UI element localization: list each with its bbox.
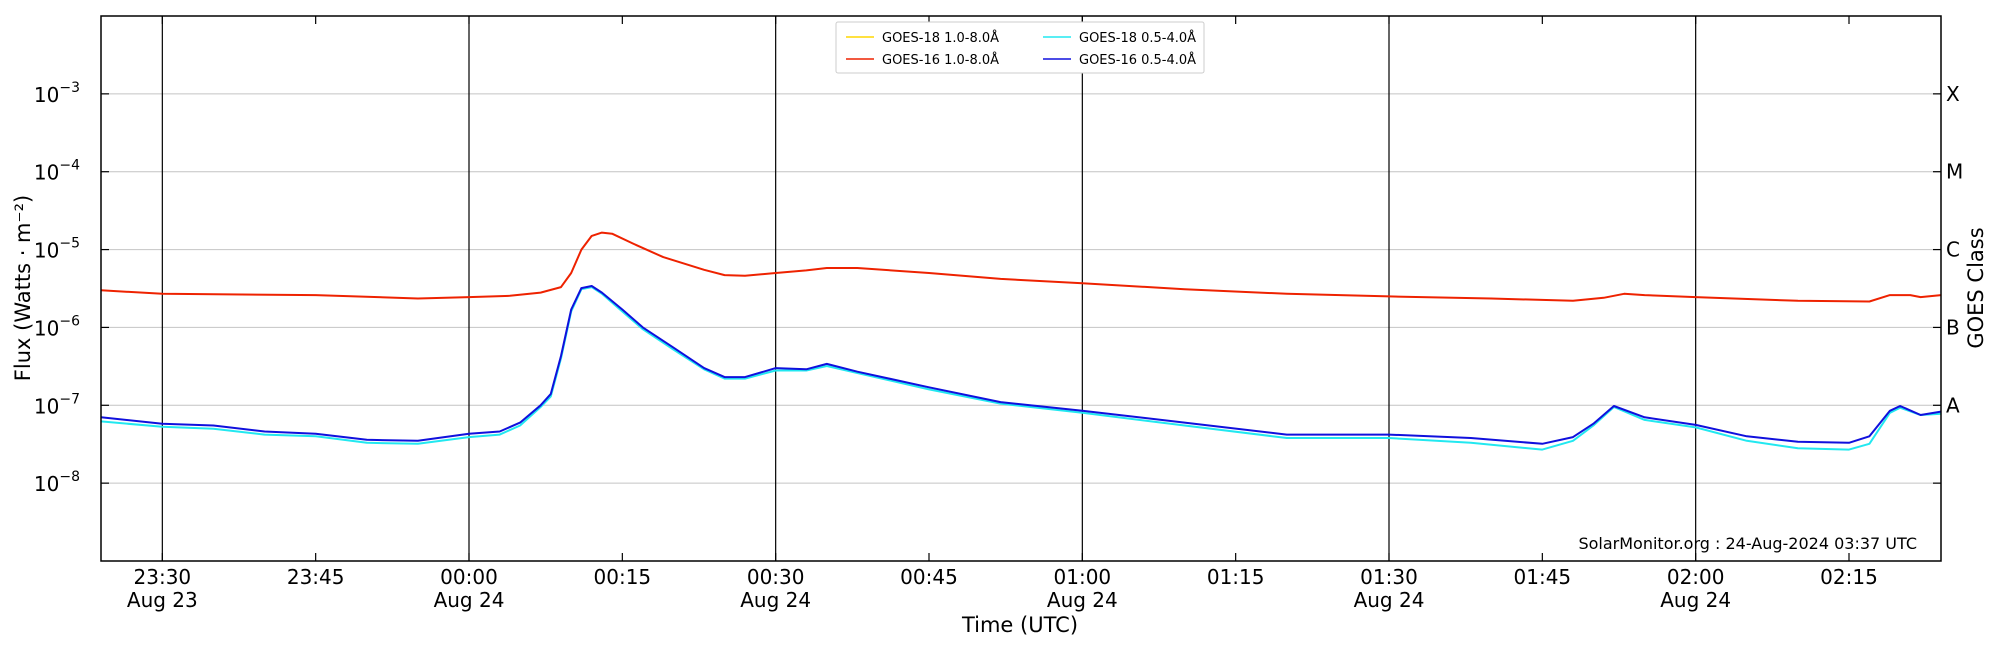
day-marker-lines (161, 16, 1697, 561)
legend: GOES-18 1.0-8.0Å GOES-16 1.0-8.0Å GOES-18 … (835, 21, 1205, 74)
x-tick-label: 01:45 (1514, 565, 1572, 589)
goes-class-labels: A B C M X (1946, 82, 1963, 417)
y-tick-label: 10−5 (34, 236, 80, 263)
right-axis-title: GOES Class (1964, 227, 1988, 348)
legend-box (835, 21, 1205, 74)
x-tick-sublabel: Aug 24 (1354, 588, 1425, 612)
credit-text: SolarMonitor.org : 24-Aug-2024 03:37 UTC (1578, 534, 1917, 553)
series-lines (100, 231, 1942, 451)
x-tick-label: 23:45 (287, 565, 345, 589)
goes-class-label: A (1946, 393, 1960, 417)
plot-frame (100, 15, 1942, 562)
x-tick-label: 23:30 (134, 565, 192, 589)
legend-label: GOES-18 0.5-4.0Å (1079, 30, 1196, 46)
x-tick-label: 00:00 (440, 565, 498, 589)
x-tick-label: 00:15 (594, 565, 652, 589)
x-tick-sublabel: Aug 24 (434, 588, 505, 612)
goes-class-label: X (1946, 82, 1960, 106)
goes-class-label: B (1946, 315, 1960, 339)
y-axis-title: Flux (Watts · m⁻²) (11, 195, 35, 381)
legend-label: GOES-16 0.5-4.0Å (1079, 52, 1196, 68)
x-tick-label: 00:45 (900, 565, 958, 589)
x-tick-label: 00:30 (747, 565, 805, 589)
legend-label: GOES-16 1.0-8.0Å (882, 52, 999, 68)
x-tick-label: 01:30 (1360, 565, 1418, 589)
x-axis-title: Time (UTC) (961, 613, 1078, 637)
x-tick-sublabel: Aug 23 (127, 588, 198, 612)
goes-class-label: C (1946, 238, 1960, 262)
x-tick-sublabel: Aug 24 (1660, 588, 1731, 612)
goes-class-label: M (1946, 160, 1963, 184)
y-tick-label: 10−4 (34, 158, 80, 185)
y-tick-label: 10−3 (34, 80, 80, 107)
x-tick-label: 01:15 (1207, 565, 1265, 589)
x-tick-label: 02:15 (1820, 565, 1878, 589)
series-line (100, 286, 1942, 451)
x-tick-label: 02:00 (1667, 565, 1725, 589)
legend-label: GOES-18 1.0-8.0Å (882, 30, 999, 46)
x-tick-label: 01:00 (1054, 565, 1112, 589)
series-line (100, 231, 1942, 303)
x-tick-sublabel: Aug 24 (740, 588, 811, 612)
x-tick-sublabel: Aug 24 (1047, 588, 1118, 612)
y-tick-label: 10−6 (34, 313, 80, 340)
series-line (100, 285, 1942, 445)
